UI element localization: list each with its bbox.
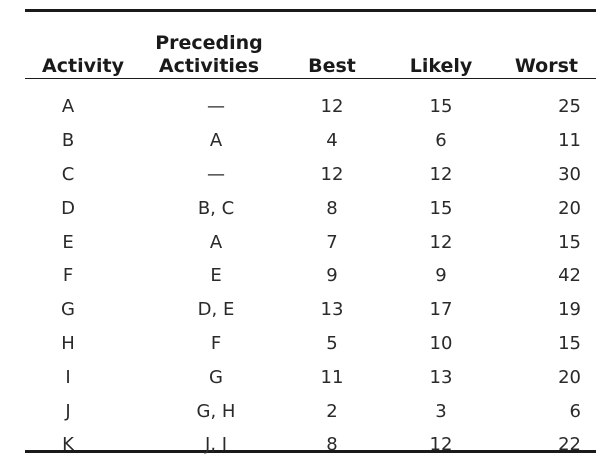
cell-best: 5: [326, 332, 338, 354]
cell-best: 11: [320, 366, 344, 388]
cell-likely: 3: [435, 400, 447, 422]
cell-worst: 19: [558, 299, 581, 321]
cell-best: 7: [326, 231, 338, 253]
cell-activity: D: [61, 197, 75, 219]
header-worst: Worst: [514, 55, 578, 77]
table-row: E A 7 12 15: [25, 225, 596, 259]
cell-activity: E: [62, 231, 74, 253]
cell-activity: A: [61, 96, 75, 118]
table-row: F E 9 9 42: [25, 259, 596, 293]
cell-worst: 22: [558, 434, 581, 456]
cell-best: 8: [326, 197, 338, 219]
cell-preceding: G: [209, 366, 223, 388]
cell-likely: 17: [429, 299, 453, 321]
cell-best: 13: [320, 299, 344, 321]
cell-worst: 42: [558, 265, 581, 287]
cell-preceding: E: [210, 265, 222, 287]
header-activity: Activity: [42, 55, 124, 77]
cell-best: 8: [326, 434, 338, 456]
cell-worst: 11: [558, 130, 581, 152]
cell-preceding: D, E: [197, 299, 235, 321]
table-row: C — 12 12 30: [25, 158, 596, 192]
cell-worst: 20: [558, 366, 581, 388]
table-row: G D, E 13 17 19: [25, 293, 596, 327]
cell-best: 4: [326, 130, 338, 152]
cell-worst: 15: [558, 231, 581, 253]
cell-activity: J: [65, 400, 71, 422]
cell-likely: 12: [429, 163, 453, 185]
cell-activity: C: [61, 163, 75, 185]
cell-preceding: J, I: [204, 434, 228, 456]
cell-preceding: G, H: [196, 400, 236, 422]
header-likely: Likely: [409, 55, 473, 77]
header-preceding-line1: Preceding: [155, 32, 263, 54]
cell-best: 2: [326, 400, 338, 422]
cell-likely: 15: [429, 96, 453, 118]
header-preceding-line2: Activities: [158, 55, 260, 77]
cell-worst: 25: [558, 96, 581, 118]
table-header-rule: [25, 78, 596, 79]
activity-data-table: Activity Preceding Activities Best Likel…: [25, 12, 596, 462]
table-row: K J, I 8 12 22: [25, 428, 596, 462]
header-row: Activity Preceding Activities Best Likel…: [25, 12, 596, 86]
table-row: D B, C 8 15 20: [25, 191, 596, 225]
cell-likely: 12: [429, 434, 453, 456]
cell-likely: 10: [429, 332, 453, 354]
table-row: A — 12 15 25: [25, 86, 596, 124]
cell-activity: G: [61, 299, 75, 321]
cell-activity: I: [65, 366, 71, 388]
cell-preceding: B, C: [197, 197, 235, 219]
cell-worst: 20: [558, 197, 581, 219]
cell-best: 9: [326, 265, 338, 287]
cell-best: 12: [320, 96, 344, 118]
cell-worst: 6: [569, 400, 581, 422]
header-best: Best: [308, 55, 356, 77]
header-preceding-activities: Preceding Activities: [141, 12, 277, 86]
table-body: A — 12 15 25 B A 4 6 11 C — 12 12 30 D: [25, 86, 596, 462]
table-header: Activity Preceding Activities Best Likel…: [25, 12, 596, 86]
cell-activity: K: [62, 434, 74, 456]
cell-worst: 30: [558, 163, 581, 185]
table-bottom-rule: [25, 450, 596, 453]
cell-preceding: F: [210, 332, 222, 354]
cell-preceding: A: [209, 130, 223, 152]
cell-preceding: —: [207, 163, 225, 185]
cell-likely: 9: [435, 265, 447, 287]
cell-preceding: A: [209, 231, 223, 253]
cell-worst: 15: [558, 332, 581, 354]
cell-likely: 6: [435, 130, 447, 152]
table-row: J G, H 2 3 6: [25, 394, 596, 428]
cell-activity: H: [61, 332, 75, 354]
cell-likely: 12: [429, 231, 453, 253]
table-row: I G 11 13 20: [25, 360, 596, 394]
activity-table: Activity Preceding Activities Best Likel…: [25, 0, 597, 455]
table-row: H F 5 10 15: [25, 327, 596, 361]
table-top-rule: [25, 9, 596, 12]
cell-likely: 13: [429, 366, 453, 388]
table-row: B A 4 6 11: [25, 124, 596, 158]
cell-preceding: —: [207, 96, 225, 118]
cell-activity: F: [62, 265, 74, 287]
cell-activity: B: [61, 130, 75, 152]
cell-likely: 15: [429, 197, 453, 219]
cell-best: 12: [320, 163, 344, 185]
